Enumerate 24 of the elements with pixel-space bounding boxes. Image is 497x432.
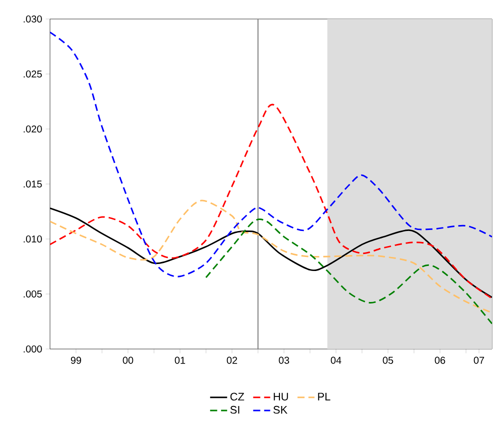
x-tick-label: 04: [330, 356, 342, 364]
line-series: [50, 31, 492, 278]
legend-label: SK: [273, 406, 288, 414]
x-tick-label: 00: [122, 356, 134, 364]
x-tick-label: 03: [278, 356, 290, 364]
x-tick-label: 01: [174, 356, 186, 364]
x-tick-label: 05: [382, 356, 394, 364]
line-series: [50, 104, 492, 300]
legend-label: SI: [230, 406, 240, 414]
legend-label: CZ: [230, 392, 244, 401]
x-tick-label: 02: [226, 356, 238, 364]
y-tick-label: .010: [24, 235, 42, 243]
y-tick-label: .030: [24, 15, 42, 23]
x-tick-label: 07: [474, 356, 484, 364]
y-tick-label: .025: [24, 70, 42, 78]
legend-label: HU: [274, 392, 288, 400]
y-tick-label: .015: [24, 180, 42, 188]
y-tick-label: .000: [24, 345, 42, 353]
y-tick-label: .005: [24, 290, 42, 298]
y-tick-label: .020: [24, 125, 42, 133]
legend-label: PL: [318, 392, 330, 400]
x-tick-label: 99: [70, 356, 82, 364]
x-tick-label: 06: [434, 356, 446, 364]
line-series: [50, 200, 492, 314]
